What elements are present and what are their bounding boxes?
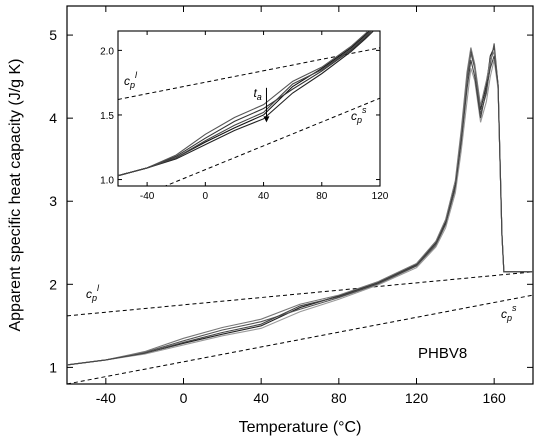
main-plot-frame	[66, 5, 534, 385]
inset-y-tick-label: 1.0	[100, 176, 114, 187]
ta-label: ta	[253, 86, 261, 102]
inset-x-tick-label: 80	[316, 191, 328, 202]
inset-data-series-line	[118, 31, 375, 177]
baseline-label-l: cpl	[86, 283, 100, 303]
inset-baseline-label-s: cps	[351, 105, 367, 125]
x-tick-label: -40	[96, 390, 116, 406]
inset-data-series-line	[118, 31, 373, 177]
y-tick-label: 1	[49, 359, 57, 375]
inset-y-tick-label: 2.0	[100, 46, 114, 57]
x-tick-label: 120	[405, 390, 429, 406]
x-tick-label: 80	[331, 390, 347, 406]
inset-baseline-line	[164, 97, 380, 186]
inset-x-tick-label: -40	[140, 191, 155, 202]
y-tick-label: 4	[49, 110, 57, 126]
inset-chart: -40 0 40 80 120 1.0 1.5 2.0 cpl cps ta	[100, 30, 389, 202]
inset-baseline-line	[118, 47, 380, 100]
baseline-line	[66, 271, 534, 317]
y-tick-label: 5	[49, 27, 57, 43]
inset-x-tick-label: 40	[258, 191, 270, 202]
sample-label: PHBV8	[418, 345, 467, 362]
x-tick-label: 40	[253, 390, 269, 406]
main-chart: -40 0 40 80 120 160 1 2 3 4 5 Temperature (°C) Appar…	[7, 5, 534, 436]
y-tick-label: 3	[49, 193, 57, 209]
y-tick-label: 2	[49, 276, 57, 292]
ta-arrowhead	[263, 116, 270, 123]
inset-x-tick-label: 120	[372, 191, 389, 202]
inset-data-series-line	[118, 31, 372, 177]
inset-data-series-line	[118, 31, 369, 177]
x-tick-label: 0	[180, 390, 188, 406]
inset-y-tick-label: 1.5	[100, 111, 114, 122]
y-axis-title: Apparent specific heat capacity (J/g K)	[7, 58, 24, 331]
x-tick-label: 160	[482, 390, 506, 406]
inset-x-tick-label: 0	[203, 191, 209, 202]
baseline-line	[66, 294, 534, 385]
x-axis-title: Temperature (°C)	[239, 419, 362, 436]
baseline-label-s: cps	[501, 303, 517, 323]
inset-plot-area	[118, 31, 380, 186]
inset-baseline-label-l: cpl	[124, 70, 138, 90]
data-series-line	[66, 55, 533, 366]
